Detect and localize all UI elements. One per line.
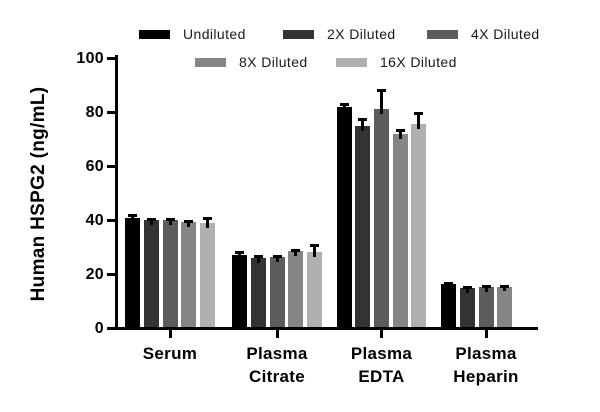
error-bar-cap — [339, 102, 349, 106]
x-category-label: Plasma Heparin — [453, 344, 519, 386]
y-tick — [107, 273, 115, 276]
bar — [269, 256, 285, 327]
bar — [306, 251, 322, 327]
error-bar-cap — [291, 248, 301, 252]
error-bar-cap — [235, 251, 245, 255]
legend-swatch — [195, 57, 226, 67]
error-bar-cap — [444, 282, 454, 286]
error-bar-stem — [342, 105, 346, 112]
legend-label: 2X Diluted — [327, 26, 396, 42]
x-category-label: Plasma EDTA — [350, 344, 413, 386]
y-tick-label: 60 — [85, 157, 104, 175]
error-bar-stem — [168, 220, 172, 225]
error-bar-stem — [238, 254, 242, 260]
error-bar-cap — [395, 128, 405, 132]
error-bar-stem — [447, 285, 451, 290]
error-bar-stem — [256, 258, 260, 264]
error-bar-stem — [312, 247, 316, 257]
y-axis-line — [115, 55, 118, 330]
error-bar-stem — [380, 91, 383, 114]
error-bar-stem — [398, 131, 402, 139]
x-category-label: Serum — [142, 344, 198, 363]
error-bar-cap — [253, 255, 263, 259]
legend-item: 16X Diluted — [336, 54, 457, 70]
bar — [459, 287, 475, 327]
error-bar-stem — [275, 257, 279, 262]
x-tick — [484, 330, 488, 338]
error-bar-cap — [165, 217, 175, 221]
error-bar-stem — [361, 121, 365, 132]
error-bar-stem — [417, 114, 421, 129]
y-tick — [107, 219, 115, 222]
x-tick — [380, 330, 383, 338]
error-bar-cap — [184, 219, 194, 223]
error-bar-stem — [465, 288, 469, 293]
error-bar-stem — [484, 288, 488, 293]
error-bar-cap — [462, 285, 472, 289]
y-tick — [107, 57, 115, 60]
error-bar-cap — [358, 118, 368, 122]
error-bar-cap — [481, 285, 491, 289]
x-category-label: Plasma Citrate — [246, 344, 308, 386]
error-bar-stem — [294, 251, 298, 256]
bar — [250, 258, 266, 327]
x-axis-line — [115, 327, 538, 330]
error-bar-stem — [149, 220, 153, 226]
legend-item: 4X Diluted — [427, 26, 540, 42]
bar — [162, 219, 178, 327]
x-tick — [168, 330, 172, 338]
bar — [478, 287, 494, 327]
bar — [411, 123, 427, 327]
error-bar-cap — [202, 217, 212, 221]
legend-label: 16X Diluted — [380, 54, 457, 70]
legend-item: 2X Diluted — [283, 26, 396, 42]
y-tick — [107, 165, 115, 168]
y-tick — [107, 111, 115, 114]
legend-label: Undiluted — [183, 26, 246, 42]
bar — [374, 108, 389, 327]
x-tick — [275, 330, 279, 338]
y-tick-label: 40 — [85, 211, 104, 229]
legend-item: 8X Diluted — [195, 54, 308, 70]
legend-label: 8X Diluted — [239, 54, 308, 70]
bar — [143, 220, 159, 327]
error-bar-cap — [146, 217, 156, 221]
error-bar-stem — [503, 288, 507, 292]
error-bar-cap — [414, 111, 424, 115]
legend-swatch — [336, 57, 367, 67]
bar — [355, 126, 371, 327]
bar — [232, 254, 248, 327]
y-tick-label: 80 — [85, 103, 104, 121]
bar — [497, 286, 513, 327]
bar — [288, 250, 304, 327]
y-tick — [107, 327, 115, 330]
legend-item: Undiluted — [139, 26, 246, 42]
legend-label: 4X Diluted — [471, 26, 540, 42]
legend-swatch — [427, 29, 458, 39]
error-bar-cap — [309, 244, 319, 248]
legend-swatch — [283, 29, 314, 39]
legend-swatch — [139, 29, 170, 39]
error-bar-cap — [377, 88, 386, 92]
y-tick-label: 100 — [76, 49, 104, 67]
error-bar-cap — [128, 214, 138, 218]
bar — [125, 218, 141, 327]
error-bar-stem — [131, 217, 135, 224]
bar — [336, 106, 352, 327]
error-bar-stem — [187, 222, 191, 227]
bar — [441, 284, 457, 327]
error-bar-cap — [500, 285, 510, 289]
error-bar-stem — [205, 220, 209, 228]
y-tick-label: 0 — [94, 319, 104, 337]
y-tick-label: 20 — [85, 265, 104, 283]
bar — [181, 221, 197, 327]
error-bar-cap — [272, 254, 282, 258]
bar — [392, 133, 408, 327]
bar — [199, 222, 215, 327]
